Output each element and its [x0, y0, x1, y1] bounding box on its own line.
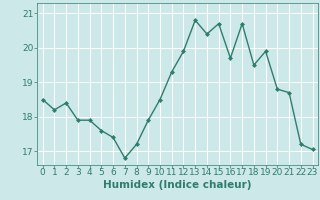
X-axis label: Humidex (Indice chaleur): Humidex (Indice chaleur)	[103, 180, 252, 190]
